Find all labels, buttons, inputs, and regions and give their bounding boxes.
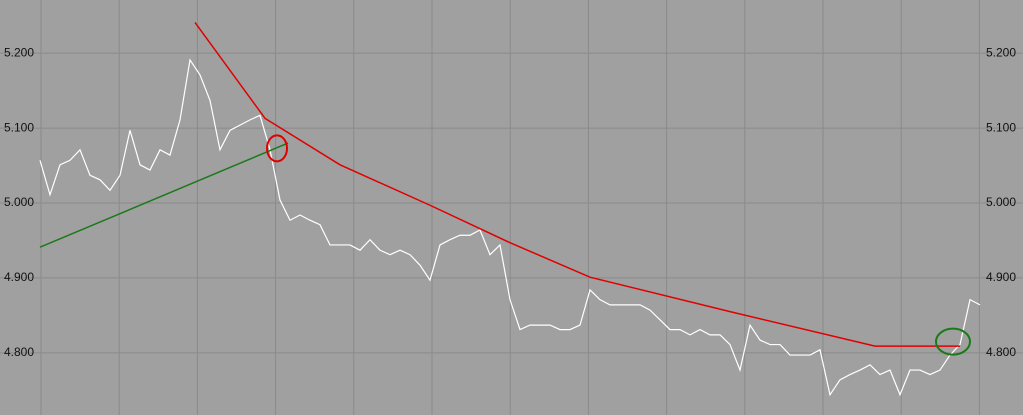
trend-line [39,142,289,248]
y-tick-label-right: 4.800 [986,345,1016,359]
y-tick-label-right: 5.000 [986,195,1016,209]
annotation-circle [266,134,288,163]
y-tick-label-left: 4.800 [4,345,34,359]
y-tick-label-left: 5.100 [4,120,34,134]
y-tick-label-left: 5.000 [4,195,34,209]
y-tick-label-left: 5.200 [4,45,34,59]
annotation-circle [935,327,971,356]
y-tick-label-right: 5.100 [986,120,1016,134]
y-tick-label-right: 4.900 [986,270,1016,284]
y-tick-label-left: 4.900 [4,270,34,284]
trend-line [194,22,960,347]
y-tick-label-right: 5.200 [986,45,1016,59]
price-line [39,58,981,397]
